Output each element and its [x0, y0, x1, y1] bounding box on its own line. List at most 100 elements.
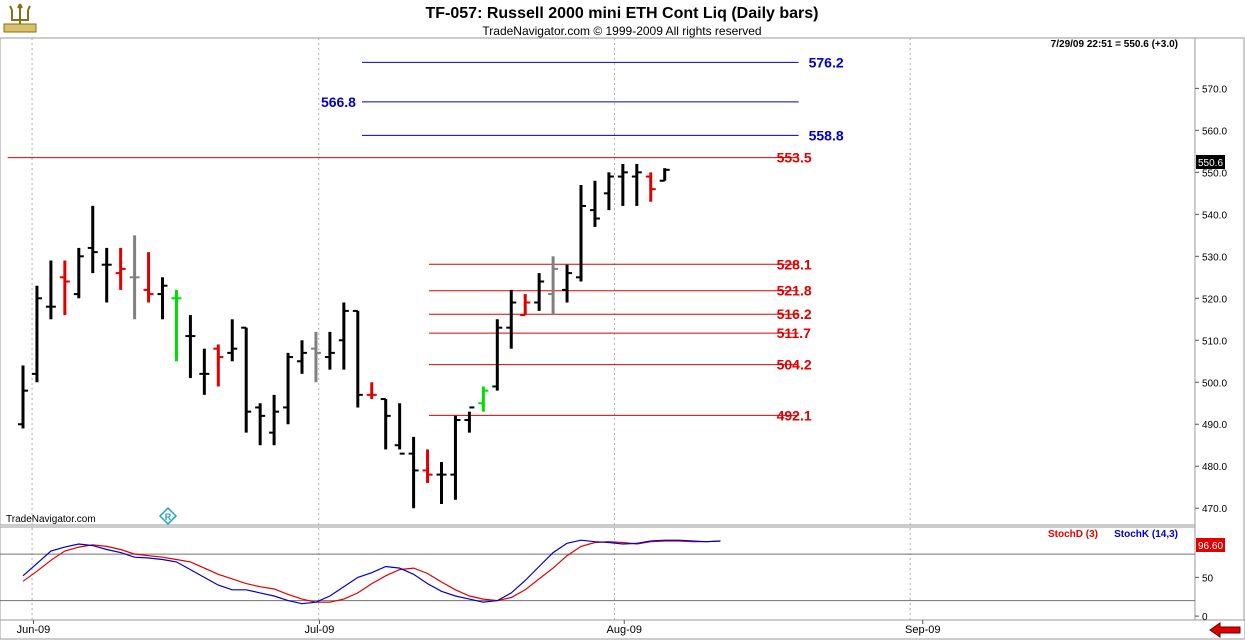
price-bar: [659, 168, 670, 182]
price-bar: [31, 285, 42, 383]
price-axis: [1194, 37, 1245, 621]
price-bar: [101, 247, 112, 303]
price-bar: [450, 415, 461, 500]
price-bar: [255, 403, 266, 446]
legend-stoch-k: StochK (14,3): [1114, 529, 1178, 540]
red-arrow-left-icon[interactable]: [1209, 622, 1241, 638]
date-tick-label: Sep-09: [905, 624, 940, 636]
price-bar: [394, 403, 405, 455]
price-bar: [157, 277, 168, 320]
price-bar: [269, 394, 280, 446]
price-tick-label: 520.0: [1202, 294, 1227, 305]
price-bar: [310, 331, 321, 383]
level-label: 516.2: [777, 306, 812, 322]
level-label: 511.7: [777, 325, 811, 341]
price-bar: [464, 406, 475, 433]
price-tick-label: 500.0: [1202, 378, 1227, 389]
date-tick-label: Jun-09: [17, 624, 51, 636]
price-bar: [492, 319, 503, 391]
price-bar: [115, 247, 126, 290]
projection-levels: 576.2 566.8 558.8 553.5 528.1 521.8 516.2 511.7…: [7, 54, 844, 423]
price-bar: [589, 180, 600, 227]
price-bar: [576, 184, 586, 282]
level-label: 504.2: [777, 357, 812, 373]
stoch-series-line: [22, 539, 721, 605]
price-tick-label: 560.0: [1202, 126, 1227, 137]
price-tick-label: 530.0: [1202, 252, 1227, 263]
trident-logo-icon[interactable]: [3, 3, 37, 33]
price-bar: [380, 398, 391, 450]
price-bar: [534, 273, 545, 311]
level-label: 528.1: [777, 256, 812, 272]
price-bar: [73, 247, 84, 299]
price-bar: [631, 163, 642, 206]
price-bar: [297, 340, 307, 374]
price-bar: [645, 172, 656, 202]
price-bar: [283, 352, 294, 425]
level-label: 576.2: [809, 54, 844, 70]
price-bar: [603, 172, 614, 211]
quote-readout: 7/29/09 22:51 = 550.6 (+3.0): [1051, 39, 1178, 50]
price-bar: [171, 289, 182, 362]
time-axis: [0, 619, 1245, 640]
stochastic-lines: [0, 539, 1195, 605]
price-bar: [506, 289, 517, 349]
price-tick-label: 490.0: [1202, 420, 1227, 431]
diamond-r-icon[interactable]: R: [158, 506, 178, 526]
svg-text:R: R: [165, 512, 172, 522]
price-bar: [338, 302, 349, 370]
price-bar: [143, 252, 154, 303]
date-ticks: Jun-09 Jul-09 Aug-09 Sep-09: [17, 620, 941, 636]
price-bar: [366, 382, 377, 400]
price-bar: [199, 348, 210, 395]
legend-stoch-d: StochD (3): [1048, 529, 1098, 540]
price-bar: [520, 294, 531, 317]
price-bar: [422, 449, 433, 484]
level-label: 492.1: [777, 407, 812, 423]
stoch-tick-label: 0: [1202, 612, 1208, 623]
date-tick-label: Aug-09: [607, 624, 642, 636]
price-tick-label: 480.0: [1202, 462, 1227, 473]
level-label: 558.8: [809, 127, 844, 143]
price-tick-label: 570.0: [1202, 84, 1227, 95]
price-bar: [213, 344, 224, 387]
price-bar: [185, 315, 196, 379]
price-bar: [408, 436, 419, 509]
price-tick-label: 510.0: [1202, 336, 1227, 347]
price-bar: [617, 163, 628, 206]
price-bar: [436, 462, 447, 505]
price-bar: [548, 256, 559, 316]
price-bar: [227, 319, 238, 362]
level-label: 553.5: [777, 150, 812, 166]
price-bars: [18, 163, 670, 509]
last-price-label: 550.6: [1198, 158, 1223, 169]
price-bar: [59, 260, 70, 316]
price-tick-label: 470.0: [1202, 504, 1227, 515]
stochastic-pane[interactable]: [0, 526, 1196, 621]
price-bar: [45, 260, 56, 320]
price-bar: [562, 264, 573, 303]
stoch-tick-label: 50: [1202, 573, 1214, 584]
price-bar: [129, 235, 140, 320]
price-ticks: 470.0 480.0 490.0 500.0 510.0 520.0 530.0 540.0…: [1195, 84, 1227, 623]
price-bar: [478, 386, 489, 412]
copyright-text: TradeNavigator.com © 1999-2009 All right…: [482, 24, 761, 38]
price-bar: [87, 205, 98, 274]
watermark-text: TradeNavigator.com: [6, 514, 96, 525]
price-bar: [241, 326, 252, 433]
level-label: 566.8: [321, 94, 356, 110]
price-bar: [18, 365, 28, 429]
chart-title: TF-057: Russell 2000 mini ETH Cont Liq (…: [426, 5, 819, 22]
last-price-box: [1196, 155, 1225, 169]
price-bar: [324, 331, 335, 370]
last-stoch-box: [1196, 538, 1225, 552]
price-bar: [352, 309, 363, 408]
price-tick-label: 550.0: [1202, 168, 1227, 179]
price-tick-label: 540.0: [1202, 210, 1227, 221]
level-label: 521.8: [777, 283, 812, 299]
date-tick-label: Jul-09: [304, 624, 334, 636]
price-pane[interactable]: [0, 37, 1196, 526]
last-stoch-label: 96.60: [1198, 541, 1223, 552]
